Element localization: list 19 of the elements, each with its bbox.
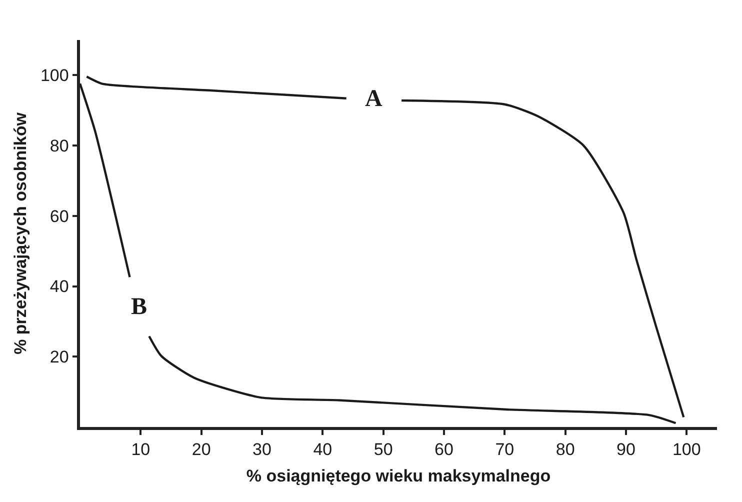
y-tick-label: 20 xyxy=(50,348,69,367)
x-tick-label: 40 xyxy=(313,440,332,460)
x-tick-label: 20 xyxy=(192,440,211,460)
y-axis-title: % przeżywających osobników xyxy=(11,112,30,354)
x-tick-label: 50 xyxy=(374,440,393,460)
y-tick-label: 40 xyxy=(50,277,69,296)
x-tick-label: 70 xyxy=(495,440,514,460)
x-axis-title: % osiągniętego wieku maksymalnego xyxy=(246,466,551,486)
x-tick-label: 90 xyxy=(616,440,636,460)
x-tick-label: 80 xyxy=(556,440,575,460)
x-tick-label: 30 xyxy=(252,440,272,460)
series-label: A xyxy=(365,86,383,112)
x-tick-label: 10 xyxy=(131,440,150,460)
y-tick-label: 80 xyxy=(50,136,69,156)
y-tick-label: 60 xyxy=(50,206,69,226)
x-tick-label: 100 xyxy=(672,440,701,460)
series-label: B xyxy=(131,294,148,320)
x-tick-label: 60 xyxy=(434,440,454,460)
y-tick-label: 100 xyxy=(40,66,69,86)
